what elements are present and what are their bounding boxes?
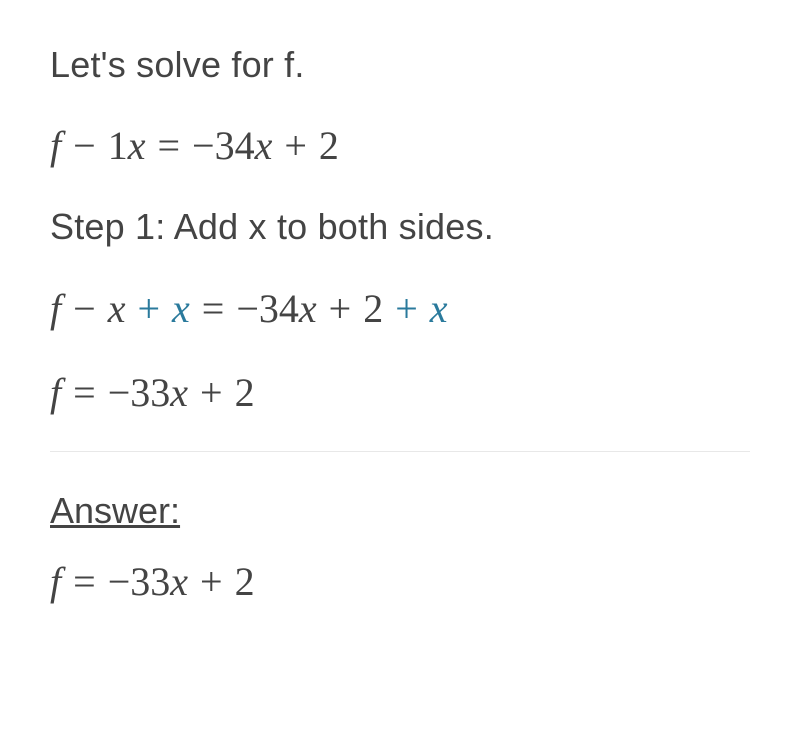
- var-f: f: [50, 286, 61, 331]
- equals-op: =: [61, 370, 108, 415]
- var-x: x: [170, 559, 188, 604]
- coef-33: 33: [130, 559, 170, 604]
- neg-sign: −: [236, 286, 259, 331]
- var-f: f: [50, 559, 61, 604]
- var-x: x: [255, 123, 273, 168]
- neg-sign: −: [108, 370, 131, 415]
- var-x: x: [170, 370, 188, 415]
- section-divider: [50, 451, 750, 452]
- coef-34: 34: [215, 123, 255, 168]
- equals-op: =: [190, 286, 237, 331]
- const-2: 2: [235, 370, 255, 415]
- plus-op: +: [317, 286, 364, 331]
- var-x: x: [128, 123, 146, 168]
- plus-op: +: [272, 123, 319, 168]
- const-2: 2: [363, 286, 383, 331]
- result-equation: f = −33x + 2: [50, 365, 750, 421]
- var-f: f: [50, 370, 61, 415]
- plus-op: +: [188, 370, 235, 415]
- intro-text: Let's solve for f.: [50, 40, 750, 90]
- const-2: 2: [319, 123, 339, 168]
- plus-op-added: +: [125, 286, 172, 331]
- var-f: f: [50, 123, 61, 168]
- step-equation: f − x + x = −34x + 2 + x: [50, 281, 750, 337]
- coef-33: 33: [130, 370, 170, 415]
- var-x-added: x: [430, 286, 448, 331]
- plus-op: +: [188, 559, 235, 604]
- var-x: x: [299, 286, 317, 331]
- minus-op: −: [61, 123, 108, 168]
- equals-op: =: [145, 123, 192, 168]
- neg-sign: −: [192, 123, 215, 168]
- var-x-added: x: [172, 286, 190, 331]
- step1-label: Step 1: Add x to both sides.: [50, 202, 750, 252]
- plus-op-added: +: [383, 286, 430, 331]
- answer-label: Answer:: [50, 490, 750, 532]
- minus-op: −: [61, 286, 108, 331]
- neg-sign: −: [108, 559, 131, 604]
- coef-1: 1: [108, 123, 128, 168]
- equals-op: =: [61, 559, 108, 604]
- original-equation: f − 1x = −34x + 2: [50, 118, 750, 174]
- const-2: 2: [235, 559, 255, 604]
- answer-equation: f = −33x + 2: [50, 554, 750, 610]
- coef-34: 34: [259, 286, 299, 331]
- var-x: x: [108, 286, 126, 331]
